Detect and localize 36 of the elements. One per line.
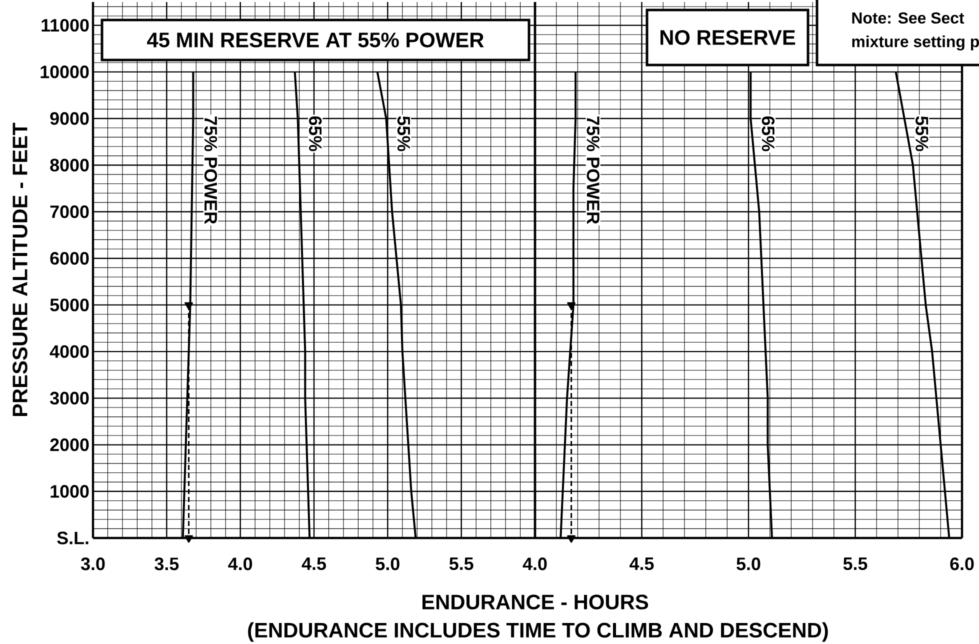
x-axis-title: ENDURANCE - HOURS bbox=[422, 594, 648, 610]
text: 75% POWER bbox=[204, 116, 218, 224]
x-tick-label: 4.0 bbox=[228, 558, 252, 570]
text: 55% bbox=[397, 116, 410, 152]
y-tick-label: 10000 bbox=[40, 66, 89, 78]
x-tick-label: 4.0 bbox=[522, 558, 547, 570]
text: 65% bbox=[762, 116, 775, 152]
text: 75% POWER bbox=[586, 116, 600, 224]
x-tick-label: 3.0 bbox=[80, 558, 105, 570]
y-tick-label: 9000 bbox=[50, 112, 89, 125]
x-tick-label: 4.5 bbox=[630, 558, 654, 570]
annotation: mixture setting p bbox=[852, 36, 979, 50]
x-tick-label: 5.5 bbox=[843, 558, 868, 570]
text: NO RESERVE bbox=[660, 30, 796, 45]
y-tick-label: 8000 bbox=[50, 158, 89, 172]
x-tick-label: 4.5 bbox=[302, 558, 326, 570]
y-tick-label: S.L. bbox=[57, 532, 88, 544]
y-tick-label: 4000 bbox=[50, 345, 89, 358]
y-tick-label: 1000 bbox=[50, 485, 89, 498]
y-tick-label: 2000 bbox=[50, 438, 89, 452]
text: 55% bbox=[916, 116, 928, 152]
y-tick-label: 3000 bbox=[50, 392, 89, 405]
text: 45 MIN RESERVE AT 55% POWER bbox=[147, 32, 484, 48]
x-tick-label: 5.0 bbox=[376, 558, 400, 570]
y-tick-label: 11000 bbox=[42, 18, 89, 32]
y-tick-label: 5000 bbox=[50, 298, 89, 312]
x-tick-label: 5.0 bbox=[736, 558, 760, 570]
y-axis-title: PRESSURE ALTITUDE - FEET bbox=[12, 122, 28, 416]
y-tick-label: 7000 bbox=[50, 205, 89, 218]
text: (ENDURANCE INCLUDES TIME TO CLIMB AND DESCEND) bbox=[248, 622, 828, 642]
x-tick-label: 6.0 bbox=[950, 558, 974, 570]
annotation: Note: See Sect bbox=[852, 12, 964, 24]
y-tick-label: 6000 bbox=[50, 252, 89, 265]
x-tick-label: 3.5 bbox=[154, 558, 179, 570]
text: 65% bbox=[308, 116, 322, 152]
x-tick-label: 5.5 bbox=[449, 558, 474, 570]
